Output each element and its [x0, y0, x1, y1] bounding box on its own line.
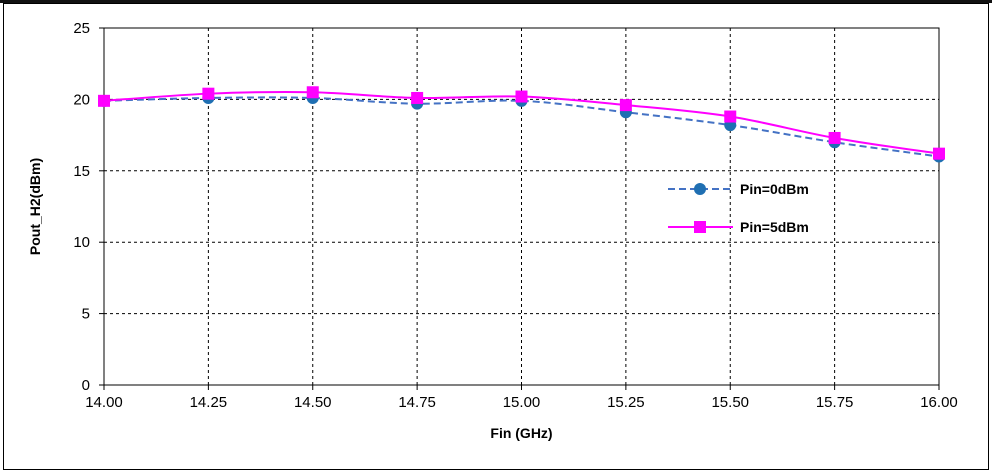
x-tick-label: 14.50 — [294, 394, 332, 411]
series-2-marker — [98, 94, 110, 107]
series-2-marker — [933, 147, 945, 160]
series-2-marker — [515, 90, 528, 103]
series-layer — [98, 86, 945, 163]
y-tick-label: 20 — [73, 91, 90, 108]
series-2-marker — [619, 99, 632, 112]
plot-area — [103, 27, 940, 386]
series-2-marker — [411, 91, 424, 104]
series-2-marker — [306, 86, 319, 99]
legend: Pin=0dBm Pin=5dBm — [668, 181, 809, 235]
x-tick-label: 16.00 — [920, 394, 958, 411]
series-2-marker — [202, 87, 215, 100]
axis-ticks: 14.00 14.25 14.50 14.75 15.00 15.25 15.50 15.75… — [73, 20, 957, 411]
x-tick-label: 15.00 — [503, 394, 541, 411]
legend-label-1: Pin=0dBm — [740, 181, 809, 197]
chart-frame — [3, 3, 989, 470]
x-axis-title: Fin (GHz) — [490, 425, 552, 441]
y-tick-label: 10 — [73, 234, 90, 251]
series-line-1 — [103, 96, 940, 158]
legend-swatch-marker-2 — [694, 221, 706, 233]
y-tick-label: 15 — [73, 163, 90, 180]
legend-swatch-marker-1 — [694, 183, 706, 195]
x-tick-label: 14.00 — [85, 394, 123, 411]
legend-label-2: Pin=5dBm — [740, 219, 809, 235]
series-2-marker — [724, 110, 737, 123]
y-tick-label: 25 — [73, 20, 90, 37]
grid-lines — [104, 28, 939, 385]
series-2-marker — [828, 131, 841, 144]
y-axis-title: Pout_H2(dBm) — [27, 158, 43, 255]
y-tick-label: 0 — [82, 377, 90, 394]
x-tick-label: 14.75 — [398, 394, 436, 411]
x-tick-label: 15.75 — [816, 394, 854, 411]
x-tick-label: 14.25 — [190, 394, 228, 411]
window-top-edge — [0, 0, 992, 3]
x-tick-label: 15.50 — [711, 394, 749, 411]
y-tick-label: 5 — [82, 306, 90, 323]
x-tick-label: 15.25 — [607, 394, 645, 411]
